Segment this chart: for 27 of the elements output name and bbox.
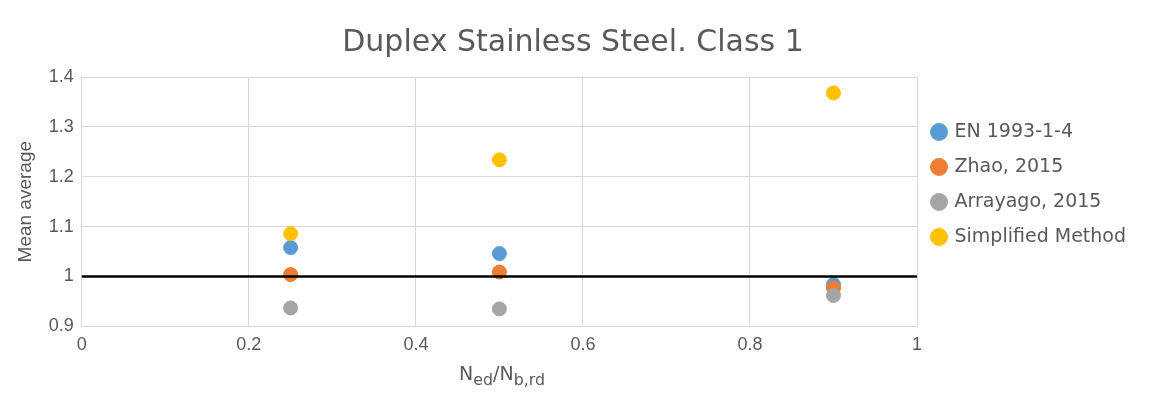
y-tick-label: 1.1 — [48, 215, 74, 236]
point — [491, 152, 507, 168]
x-tick-label: 0 — [76, 334, 87, 355]
y-axis-title: Mean average — [13, 140, 35, 263]
y-tick-label: 1 — [63, 265, 74, 286]
point — [826, 287, 841, 303]
legend-label: Simplified Method — [954, 223, 1126, 246]
x-tick-label: 0.8 — [737, 334, 763, 355]
y-tick-label: 1.2 — [48, 165, 74, 186]
x-axis-title: N$_{ed}$/N$_{b,rd}$ — [458, 362, 546, 389]
x-tick-label: 1 — [912, 334, 923, 355]
point — [283, 240, 299, 256]
point — [283, 300, 299, 316]
x-tick-label: 0.6 — [570, 334, 596, 355]
y-tick-label: 1.3 — [48, 115, 74, 136]
y-tick-label: 0.9 — [48, 315, 74, 336]
x-tick-label: 0.4 — [403, 334, 429, 355]
chart-title: Duplex Stainless Steel. Class 1 — [342, 22, 804, 58]
legend-label: EN 1993-1-4 — [954, 118, 1074, 141]
point — [826, 85, 841, 101]
y-tick-label: 1.4 — [48, 65, 74, 86]
legend-label: Arrayago, 2015 — [954, 188, 1102, 211]
point — [491, 301, 507, 317]
point — [283, 226, 299, 242]
point — [491, 246, 507, 262]
legend-label: Zhao, 2015 — [954, 153, 1064, 176]
x-tick-label: 0.2 — [236, 334, 262, 355]
